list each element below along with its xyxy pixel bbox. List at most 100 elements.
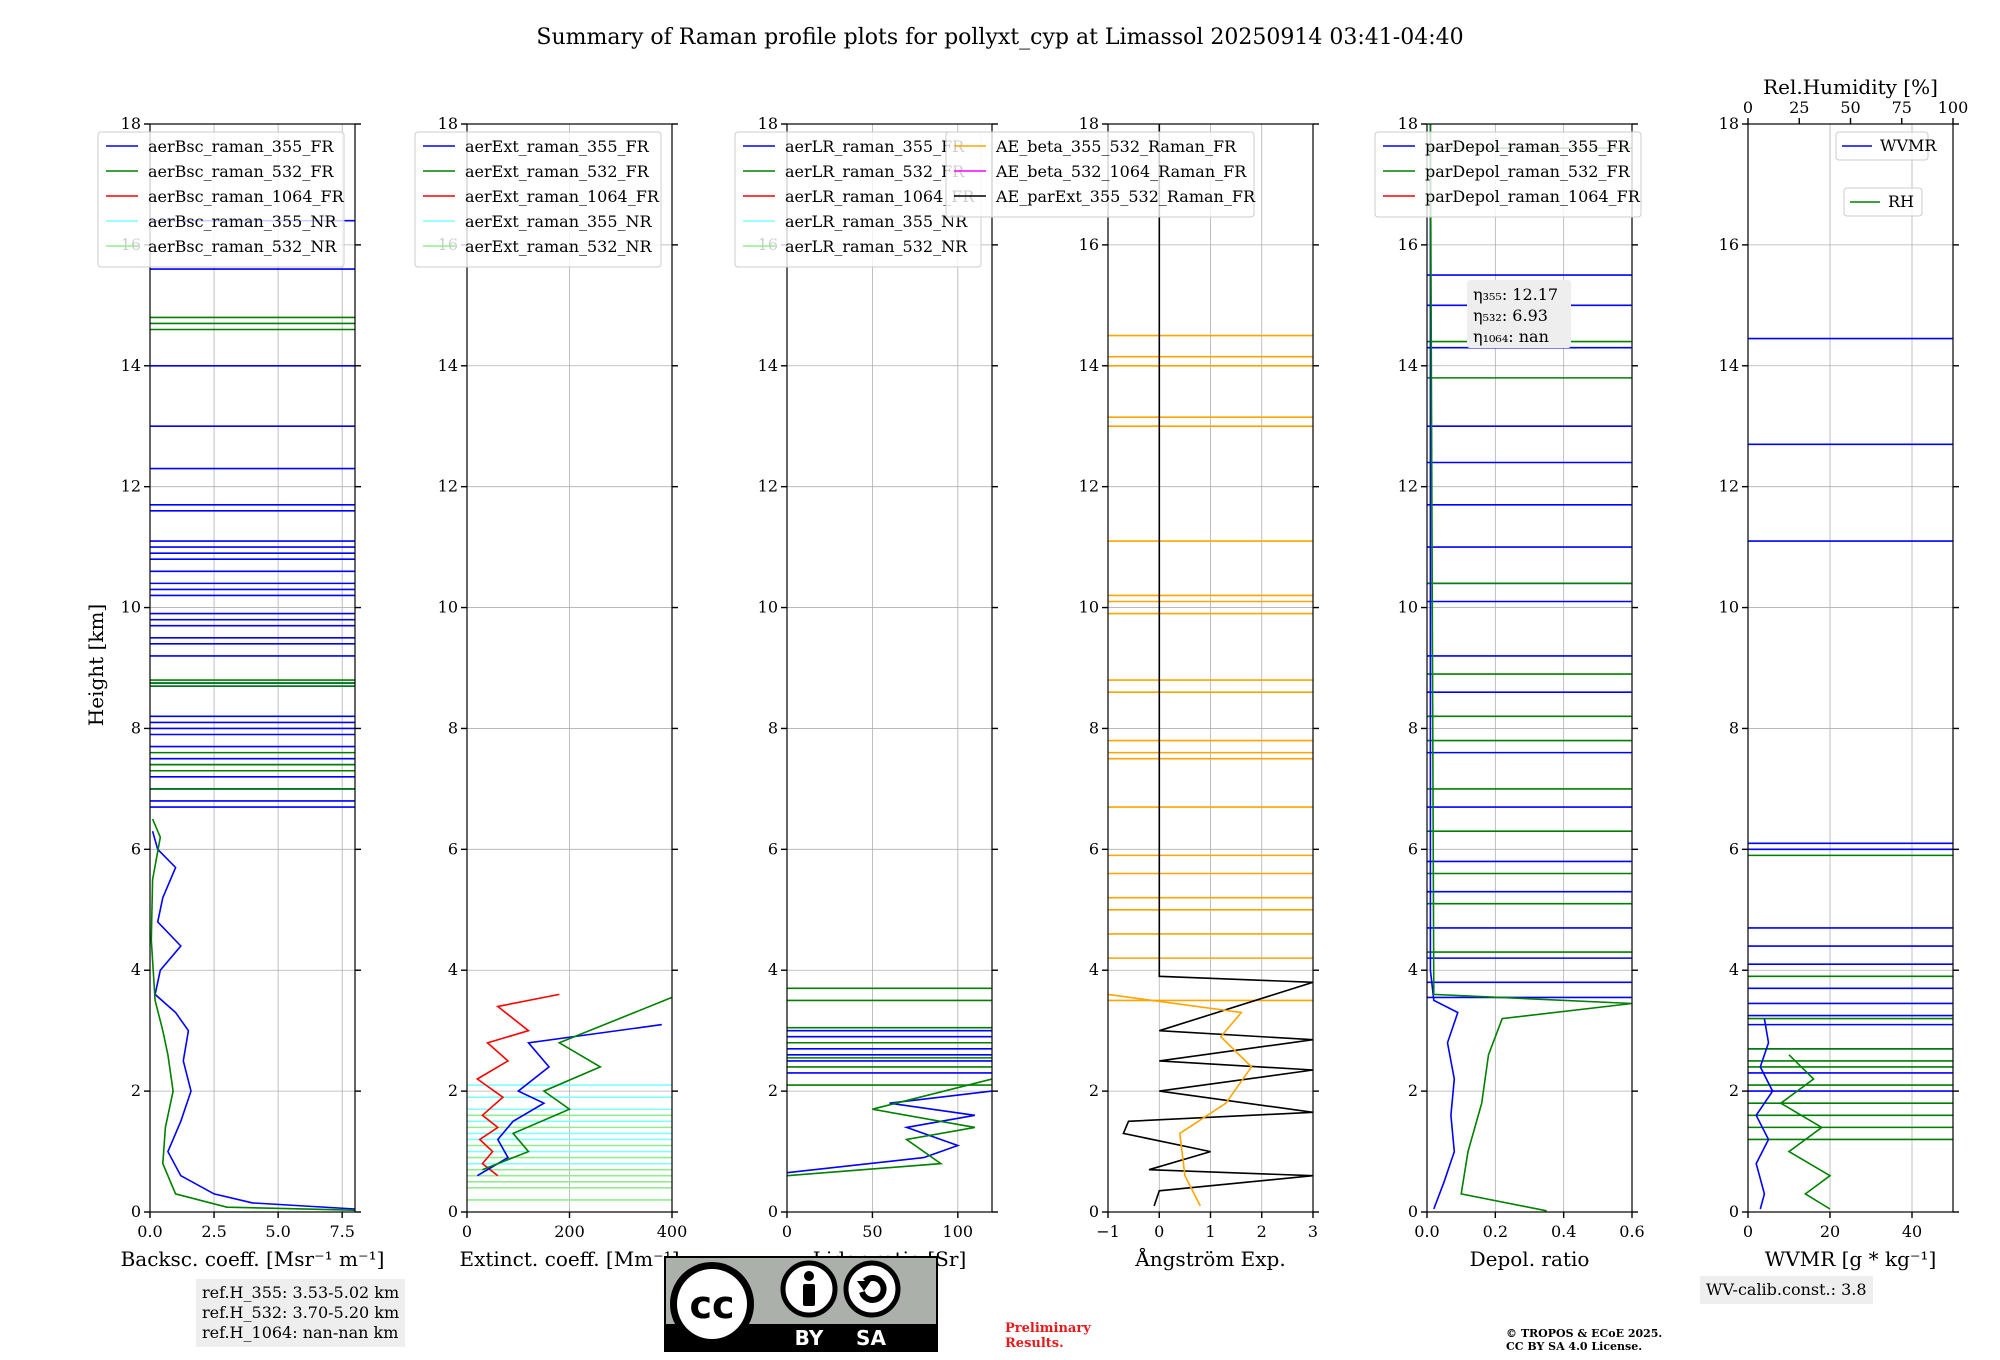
x-tick-label: 3 — [1308, 1222, 1318, 1241]
y-tick-label: 2 — [768, 1081, 778, 1100]
y-tick-label: 0 — [1089, 1202, 1099, 1221]
legend-label: AE_parExt_355_532_Raman_FR — [995, 187, 1256, 206]
y-tick-label: 8 — [1089, 718, 1099, 737]
legend-label: aerLR_raman_1064_FR — [785, 187, 975, 206]
legend-label: WVMR — [1880, 136, 1937, 155]
x-axis-label: Ångström Exp. — [1134, 1246, 1285, 1271]
series-group — [467, 993, 672, 1201]
top-x-tick-label: 50 — [1840, 98, 1860, 117]
panel-lr: 024681012141618050100Lidar ratio [Sr]aer… — [734, 114, 998, 1271]
series-line-parDepol_raman_355_FR — [1429, 124, 1459, 1210]
series-group — [787, 987, 992, 1177]
x-tick-label: 0.0 — [137, 1222, 162, 1241]
reference-height-box: ref.H_355: 3.53-5.02 km ref.H_532: 3.70-… — [196, 1279, 406, 1347]
legend-label: aerExt_raman_355_NR — [465, 212, 653, 231]
y-tick-label: 4 — [1089, 960, 1099, 979]
y-tick-label: 18 — [121, 114, 141, 133]
y-tick-label: 6 — [1408, 839, 1418, 858]
legend-label: aerLR_raman_355_FR — [785, 137, 965, 156]
wv-calib-text: WV-calib.const.: 3.8 — [1706, 1280, 1867, 1299]
x-tick-label: 0 — [1154, 1222, 1164, 1241]
legend-label: aerExt_raman_1064_FR — [465, 187, 660, 206]
x-tick-label: 0 — [1743, 1222, 1753, 1241]
ref-line-355: ref.H_355: 3.53-5.02 km — [202, 1283, 400, 1302]
y-tick-label: 14 — [438, 356, 458, 375]
series-line-aerLR_raman_532_FR — [787, 1078, 992, 1177]
x-tick-label: 20 — [1820, 1222, 1840, 1241]
legend-label: aerBsc_raman_355_NR — [148, 212, 337, 231]
copyright-notice: © TROPOS & ECoE 2025. CC BY SA 4.0 Licen… — [1506, 1327, 1662, 1353]
top-x-axis-label: Rel.Humidity [%] — [1763, 75, 1938, 99]
copyright-line-2: CC BY SA 4.0 License. — [1506, 1340, 1643, 1353]
y-axis-label: Height [km] — [84, 604, 108, 726]
share-alike-icon — [843, 1260, 901, 1318]
badge-by-label: BY — [795, 1326, 824, 1350]
legend-box — [414, 131, 662, 268]
y-tick-label: 16 — [1079, 235, 1099, 254]
y-tick-label: 18 — [1719, 114, 1739, 133]
legend-box — [1835, 131, 1929, 161]
x-axis-label: Extinct. coeff. [Mm⁻¹] — [459, 1247, 679, 1271]
y-tick-label: 10 — [1398, 598, 1418, 617]
axes-frame — [149, 123, 356, 1213]
y-tick-label: 16 — [1719, 235, 1739, 254]
y-tick-label: 4 — [448, 960, 458, 979]
y-tick-label: 10 — [438, 598, 458, 617]
cc-mark: cc — [689, 1283, 734, 1327]
y-tick-label: 14 — [758, 356, 778, 375]
annotation-box — [1467, 280, 1571, 348]
x-tick-label: 0.2 — [1483, 1222, 1508, 1241]
annotation-line: η₃₅₅: 12.17 — [1473, 285, 1558, 304]
series-line-parDepol_raman_532_FR — [1429, 124, 1632, 1212]
y-tick-label: 0 — [1729, 1202, 1739, 1221]
y-tick-label: 4 — [131, 960, 141, 979]
x-axis-label: Backsc. coeff. [Msr⁻¹ m⁻¹] — [121, 1247, 385, 1271]
ref-line-1064: ref.H_1064: nan-nan km — [202, 1323, 399, 1342]
y-tick-label: 4 — [1408, 960, 1418, 979]
y-tick-label: 12 — [1719, 477, 1739, 496]
y-tick-label: 18 — [438, 114, 458, 133]
y-tick-label: 0 — [768, 1202, 778, 1221]
x-tick-label: 2 — [1257, 1222, 1267, 1241]
y-tick-label: 2 — [448, 1081, 458, 1100]
y-tick-label: 8 — [768, 718, 778, 737]
y-tick-label: 16 — [1398, 235, 1418, 254]
x-tick-label: 0.4 — [1551, 1222, 1576, 1241]
series-line-aerExt_raman_1064_FR — [475, 993, 560, 1177]
legend-box — [97, 131, 345, 268]
x-tick-label: −1 — [1096, 1222, 1120, 1241]
legend-box — [1843, 187, 1923, 217]
y-tick-label: 8 — [448, 718, 458, 737]
y-tick-label: 8 — [131, 718, 141, 737]
preliminary-notice: Preliminary Results. — [1005, 1321, 1091, 1351]
y-tick-label: 12 — [758, 477, 778, 496]
top-x-tick-label: 25 — [1789, 98, 1809, 117]
y-tick-label: 2 — [1089, 1081, 1099, 1100]
series-line-aerLR_raman_355_FR — [787, 1090, 992, 1174]
y-tick-label: 18 — [758, 114, 778, 133]
preliminary-line-2: Results. — [1005, 1336, 1064, 1351]
series-line-AE_beta_355_532_Raman_FR — [1108, 993, 1253, 1207]
y-tick-label: 0 — [448, 1202, 458, 1221]
preliminary-line-1: Preliminary — [1005, 1321, 1091, 1336]
y-tick-label: 6 — [1089, 839, 1099, 858]
panel-ext: 0246810121416180200400Extinct. coeff. [M… — [414, 114, 687, 1271]
series-group — [1427, 124, 1632, 1212]
legend-label: aerLR_raman_532_NR — [785, 237, 968, 256]
series-line-RH — [1779, 1054, 1832, 1210]
annotation-line: η₅₃₂: 6.93 — [1473, 306, 1548, 325]
y-tick-label: 6 — [448, 839, 458, 858]
x-tick-label: 0 — [782, 1222, 792, 1241]
y-tick-label: 8 — [1408, 718, 1418, 737]
y-tick-label: 10 — [758, 598, 778, 617]
y-tick-label: 14 — [1719, 356, 1739, 375]
y-tick-label: 8 — [1729, 718, 1739, 737]
y-tick-label: 2 — [131, 1081, 141, 1100]
y-tick-label: 14 — [1079, 356, 1099, 375]
legend-label: aerBsc_raman_355_FR — [148, 137, 334, 156]
series-group — [150, 219, 355, 1211]
y-tick-label: 6 — [131, 839, 141, 858]
legend-label: aerLR_raman_355_NR — [785, 212, 968, 231]
